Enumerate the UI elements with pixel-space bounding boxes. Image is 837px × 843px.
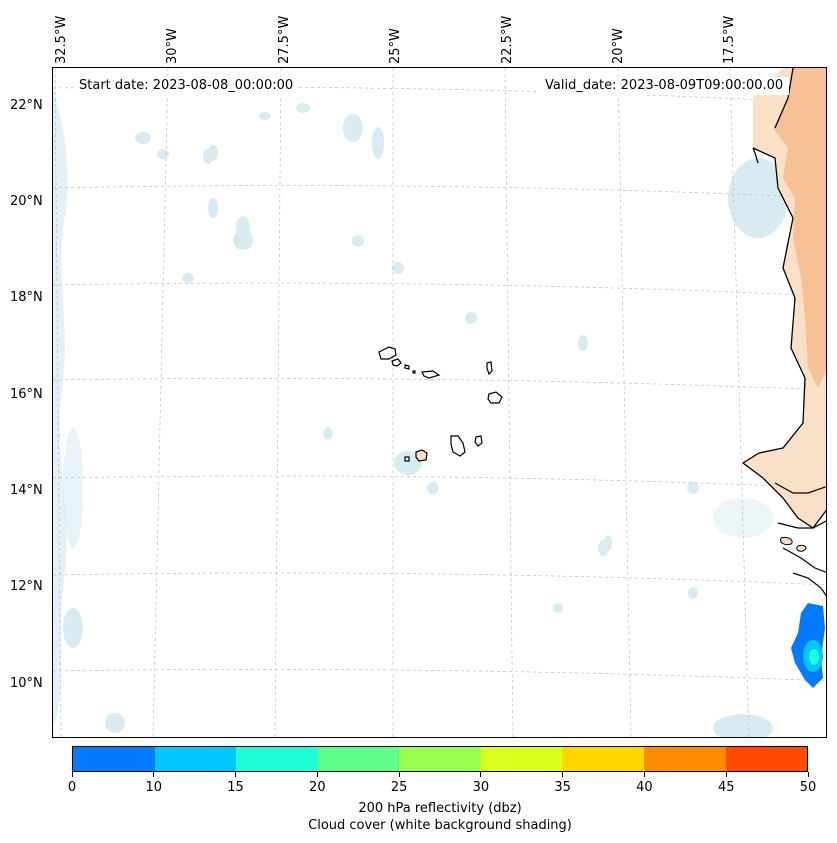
cloud-cover-shading	[53, 88, 788, 737]
island-maio	[474, 435, 483, 447]
lat-label-20n: 20°N	[10, 194, 43, 209]
lon-label-17-5w: 17.5°W	[722, 15, 737, 64]
island-santiago	[450, 435, 466, 457]
lon-label-30w: 30°W	[165, 28, 180, 64]
colorbar-tick	[71, 772, 73, 777]
colorbar-tick	[725, 772, 727, 777]
colorbar-tick	[643, 772, 645, 777]
colorbar-tick-label: 45	[717, 780, 735, 795]
colorbar-tick-label: 20	[309, 780, 326, 795]
lon-label-32-5w: 32.5°W	[54, 15, 69, 64]
colorbar-tick-label: 40	[636, 780, 653, 795]
colorbar-sublabel: Cloud cover (white background shading)	[308, 818, 572, 833]
lon-label-22-5w: 22.5°W	[500, 15, 515, 64]
island-branco	[412, 370, 416, 374]
colorbar-tick-label: 10	[145, 780, 163, 795]
colorbar-tick-label: 30	[472, 780, 490, 795]
colorbar-tick-label: 35	[554, 780, 571, 795]
map-canvas	[53, 68, 826, 737]
mainland-africa	[741, 68, 826, 597]
lat-label-22n: 22°N	[10, 98, 43, 113]
lon-label-27-5w: 27.5°W	[277, 15, 292, 64]
lon-label-25w: 25°W	[388, 28, 403, 64]
map-panel[interactable]	[52, 67, 827, 738]
reflectivity-colorbar	[72, 746, 808, 772]
colorbar-tick-label: 50	[799, 780, 817, 795]
lat-label-12n: 12°N	[10, 579, 43, 594]
colorbar-tick	[316, 772, 318, 777]
colorbar-tick-label: 25	[390, 780, 408, 795]
island-santa-luzia	[404, 364, 410, 370]
colorbar-tick	[153, 772, 155, 777]
lat-label-10n: 10°N	[10, 676, 43, 691]
colorbar-tick	[480, 772, 482, 777]
colorbar-segment	[480, 747, 563, 771]
colorbar-segment	[725, 747, 808, 771]
start-date-label: Start date: 2023-08-08_00:00:00	[73, 77, 300, 95]
colorbar-tick	[807, 772, 809, 777]
valid-date-label: Valid_date: 2023-08-09T09:00:00.00	[539, 77, 790, 95]
lat-label-18n: 18°N	[10, 290, 43, 305]
colorbar-tick	[235, 772, 237, 777]
graticule	[53, 68, 826, 737]
colorbar-tick-label: 15	[227, 780, 244, 795]
colorbar-segment	[643, 747, 726, 771]
lon-label-20w: 20°W	[611, 28, 626, 64]
reflectivity-cell	[791, 603, 825, 688]
colorbar-label: 200 hPa reflectivity (dbz)	[358, 801, 522, 816]
colorbar-segment	[236, 747, 318, 771]
island-sal	[486, 361, 493, 376]
colorbar-segment	[399, 747, 481, 771]
colorbar-segment	[73, 747, 155, 771]
colorbar-segment	[317, 747, 400, 771]
island-santo-antao	[378, 346, 397, 360]
island-sao-vicente	[391, 358, 402, 367]
colorbar-tick	[562, 772, 564, 777]
island-fogo	[415, 449, 428, 462]
lat-label-14n: 14°N	[10, 483, 43, 498]
island-brava	[404, 456, 410, 462]
colorbar-tick-label: 0	[67, 780, 77, 795]
colorbar-segment	[154, 747, 237, 771]
colorbar-tick	[398, 772, 400, 777]
island-sao-nicolau	[421, 370, 441, 379]
cabo-verde-islands	[378, 346, 503, 462]
island-boa-vista	[487, 391, 503, 404]
lat-label-16n: 16°N	[10, 387, 43, 402]
colorbar-segment	[562, 747, 644, 771]
